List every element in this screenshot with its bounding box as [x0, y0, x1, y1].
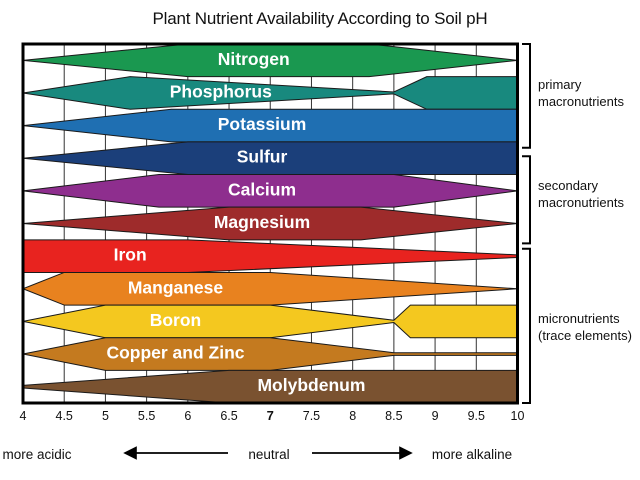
svg-text:Sulfur: Sulfur [237, 147, 288, 167]
svg-text:Potassium: Potassium [218, 114, 307, 134]
svg-text:4: 4 [20, 409, 27, 423]
svg-text:Iron: Iron [114, 245, 147, 265]
svg-text:primary: primary [538, 77, 582, 92]
svg-text:6: 6 [184, 409, 191, 423]
svg-text:macronutrients: macronutrients [538, 94, 624, 109]
svg-text:9: 9 [432, 409, 439, 423]
svg-text:6.5: 6.5 [220, 409, 237, 423]
svg-text:secondary: secondary [538, 178, 598, 193]
svg-text:Copper and Zinc: Copper and Zinc [106, 343, 244, 363]
svg-text:8: 8 [349, 409, 356, 423]
svg-text:7: 7 [267, 408, 274, 423]
svg-text:macronutrients: macronutrients [538, 195, 624, 210]
svg-text:10: 10 [511, 409, 525, 423]
svg-text:more alkaline: more alkaline [432, 447, 512, 462]
svg-text:Molybdenum: Molybdenum [257, 375, 365, 395]
svg-text:Nitrogen: Nitrogen [218, 49, 290, 69]
svg-text:Manganese: Manganese [128, 277, 224, 297]
svg-text:4.5: 4.5 [56, 409, 73, 423]
svg-text:neutral: neutral [248, 447, 289, 462]
svg-text:Magnesium: Magnesium [214, 212, 310, 232]
svg-text:Phosphorus: Phosphorus [170, 81, 272, 101]
svg-text:Boron: Boron [150, 310, 202, 330]
svg-text:8.5: 8.5 [385, 409, 402, 423]
svg-text:5: 5 [102, 409, 109, 423]
svg-text:Calcium: Calcium [228, 179, 296, 199]
svg-text:7.5: 7.5 [303, 409, 320, 423]
svg-text:more acidic: more acidic [2, 447, 71, 462]
svg-text:micronutrients: micronutrients [538, 311, 620, 326]
svg-text:(trace elements): (trace elements) [538, 328, 632, 343]
svg-text:9.5: 9.5 [468, 409, 485, 423]
svg-text:5.5: 5.5 [138, 409, 155, 423]
